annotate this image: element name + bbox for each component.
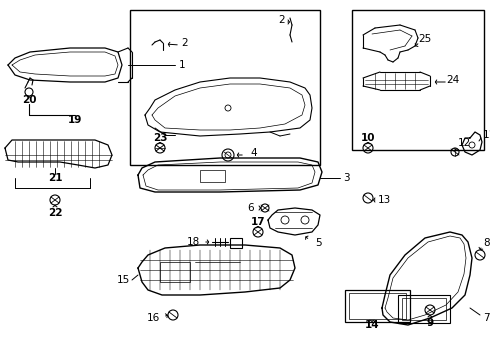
Text: 16: 16 — [147, 313, 160, 323]
Bar — [402, 298, 446, 320]
Text: 22: 22 — [48, 208, 62, 218]
Text: 12: 12 — [458, 138, 471, 148]
Bar — [398, 295, 450, 323]
Text: 10: 10 — [361, 133, 375, 143]
Text: 15: 15 — [117, 275, 130, 285]
Bar — [352, 10, 484, 150]
Text: 25: 25 — [418, 34, 432, 44]
Text: 5: 5 — [315, 238, 321, 248]
Text: 4: 4 — [250, 148, 257, 158]
Text: 17: 17 — [251, 217, 265, 227]
Text: 14: 14 — [365, 320, 379, 330]
Text: 6: 6 — [247, 203, 254, 213]
Text: 24: 24 — [446, 75, 460, 85]
Text: 2: 2 — [182, 38, 188, 48]
Text: 9: 9 — [426, 318, 434, 328]
Text: 23: 23 — [153, 133, 167, 143]
Text: 18: 18 — [187, 237, 200, 247]
Text: 2: 2 — [279, 15, 285, 25]
Bar — [345, 290, 410, 322]
Text: 13: 13 — [378, 195, 391, 205]
Bar — [200, 170, 225, 182]
Bar — [130, 10, 320, 165]
Bar — [160, 262, 190, 282]
Text: 21: 21 — [48, 173, 62, 183]
Text: 7: 7 — [483, 313, 490, 323]
Text: 20: 20 — [22, 95, 36, 105]
Bar — [230, 238, 242, 248]
Text: 11: 11 — [483, 130, 490, 140]
Text: 1: 1 — [179, 60, 186, 70]
Text: 19: 19 — [68, 115, 82, 125]
Bar — [349, 293, 406, 319]
Text: 8: 8 — [483, 238, 490, 248]
Text: 3: 3 — [343, 173, 350, 183]
